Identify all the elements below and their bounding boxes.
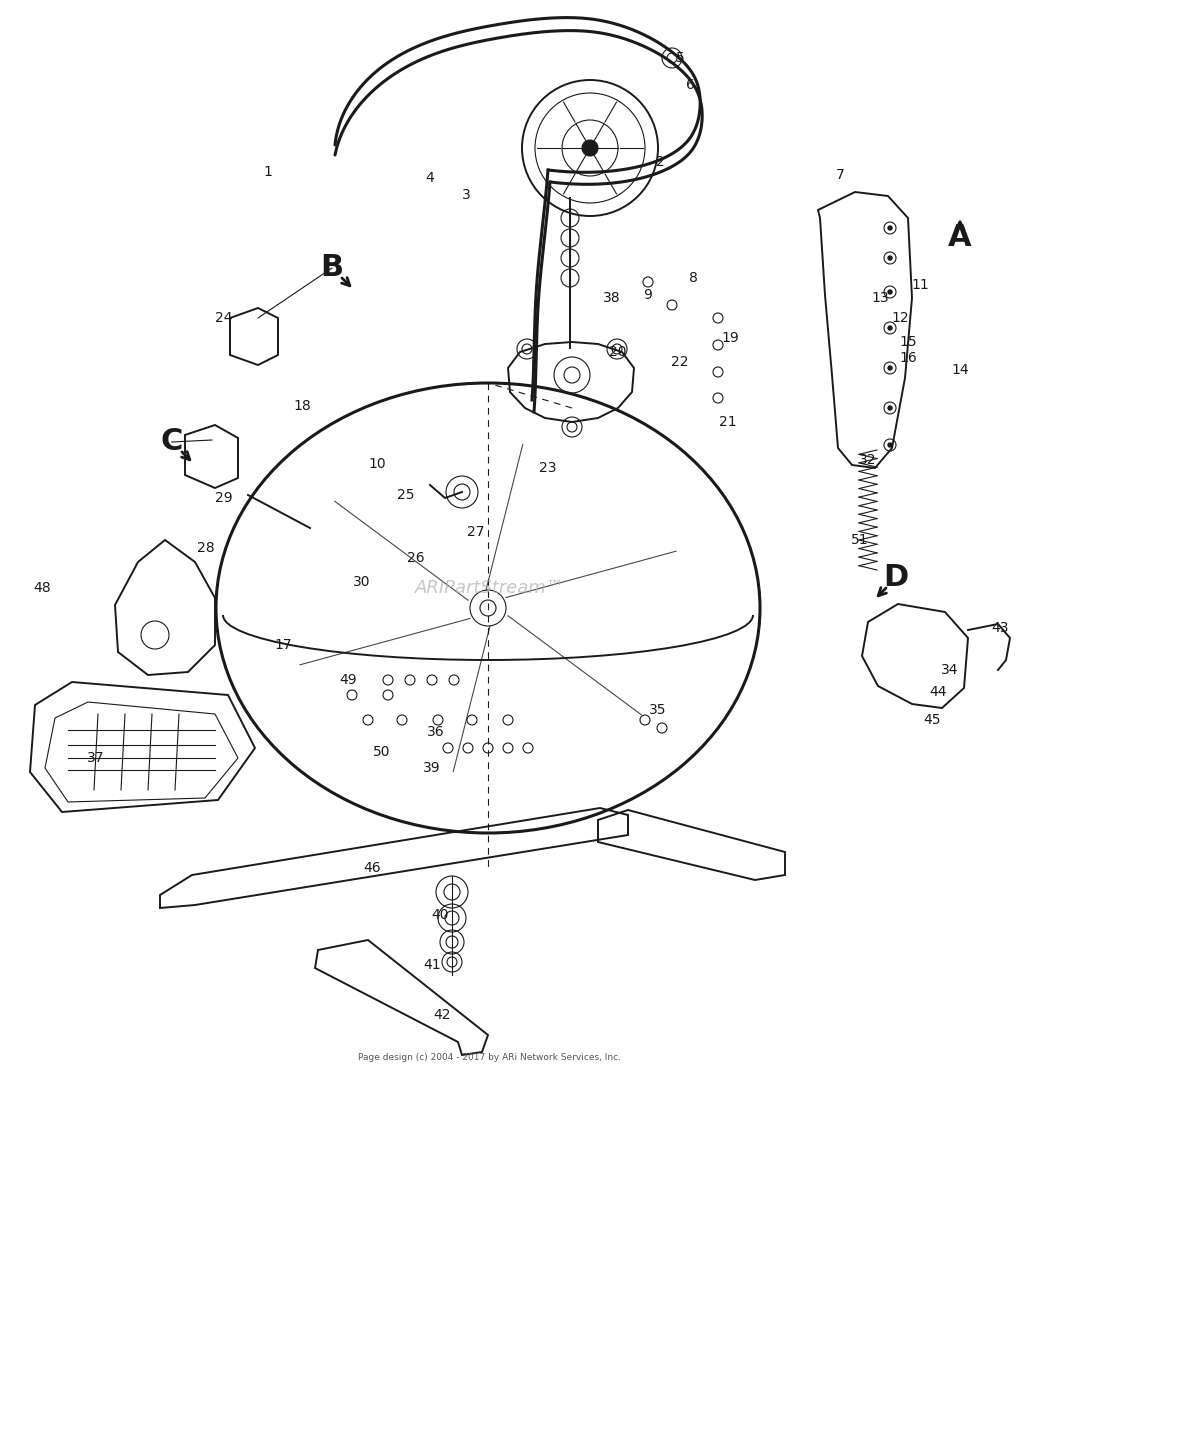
Text: 18: 18 bbox=[293, 399, 310, 414]
Text: 8: 8 bbox=[689, 270, 697, 285]
Text: 11: 11 bbox=[911, 278, 929, 292]
Text: 44: 44 bbox=[930, 685, 946, 698]
Text: 25: 25 bbox=[398, 488, 414, 502]
Text: 9: 9 bbox=[643, 288, 653, 302]
Circle shape bbox=[889, 290, 892, 293]
Text: Page design (c) 2004 - 2017 by ARi Network Services, Inc.: Page design (c) 2004 - 2017 by ARi Netwo… bbox=[359, 1053, 622, 1062]
Text: 6: 6 bbox=[686, 79, 695, 92]
Circle shape bbox=[582, 140, 598, 156]
Text: 48: 48 bbox=[33, 581, 51, 595]
Text: 16: 16 bbox=[899, 351, 917, 365]
Circle shape bbox=[889, 406, 892, 411]
Text: 39: 39 bbox=[424, 761, 441, 776]
Text: C: C bbox=[160, 428, 183, 456]
Text: ARIPartStream™: ARIPartStream™ bbox=[415, 580, 565, 597]
Circle shape bbox=[889, 326, 892, 331]
Text: B: B bbox=[321, 253, 343, 282]
Text: 27: 27 bbox=[467, 525, 485, 539]
Text: 43: 43 bbox=[991, 621, 1009, 635]
Text: 28: 28 bbox=[197, 541, 215, 555]
Text: 36: 36 bbox=[427, 726, 445, 738]
Text: 1: 1 bbox=[263, 165, 273, 179]
Text: 49: 49 bbox=[339, 673, 356, 687]
Text: 10: 10 bbox=[368, 456, 386, 471]
Text: 45: 45 bbox=[923, 713, 940, 727]
Text: 42: 42 bbox=[433, 1007, 451, 1022]
Text: 40: 40 bbox=[431, 909, 448, 922]
Text: 35: 35 bbox=[649, 703, 667, 717]
Text: 51: 51 bbox=[851, 532, 868, 547]
Text: 32: 32 bbox=[859, 454, 877, 467]
Text: 19: 19 bbox=[721, 331, 739, 345]
Text: 7: 7 bbox=[835, 167, 845, 182]
Text: 3: 3 bbox=[461, 187, 471, 202]
Text: 24: 24 bbox=[215, 311, 232, 325]
Circle shape bbox=[889, 256, 892, 260]
Text: 13: 13 bbox=[871, 290, 889, 305]
Circle shape bbox=[889, 444, 892, 446]
Text: A: A bbox=[949, 223, 972, 252]
Text: 34: 34 bbox=[942, 663, 958, 677]
Text: 15: 15 bbox=[899, 335, 917, 349]
Text: 38: 38 bbox=[603, 290, 621, 305]
Circle shape bbox=[889, 226, 892, 230]
Text: 37: 37 bbox=[87, 751, 105, 766]
Text: 20: 20 bbox=[609, 345, 627, 359]
Text: 17: 17 bbox=[274, 638, 291, 653]
Text: 21: 21 bbox=[719, 415, 736, 429]
Circle shape bbox=[889, 366, 892, 371]
Text: D: D bbox=[884, 564, 909, 592]
Text: 46: 46 bbox=[363, 861, 381, 874]
Text: 12: 12 bbox=[891, 311, 909, 325]
Text: 22: 22 bbox=[671, 355, 689, 369]
Text: 29: 29 bbox=[215, 491, 232, 505]
Text: 23: 23 bbox=[539, 461, 557, 475]
Text: 5: 5 bbox=[676, 52, 684, 64]
Text: 2: 2 bbox=[656, 155, 664, 169]
Text: 26: 26 bbox=[407, 551, 425, 565]
Text: 41: 41 bbox=[424, 957, 441, 972]
Text: 4: 4 bbox=[426, 170, 434, 185]
Text: 14: 14 bbox=[951, 363, 969, 376]
Text: 50: 50 bbox=[373, 746, 391, 758]
Text: 30: 30 bbox=[353, 575, 371, 590]
